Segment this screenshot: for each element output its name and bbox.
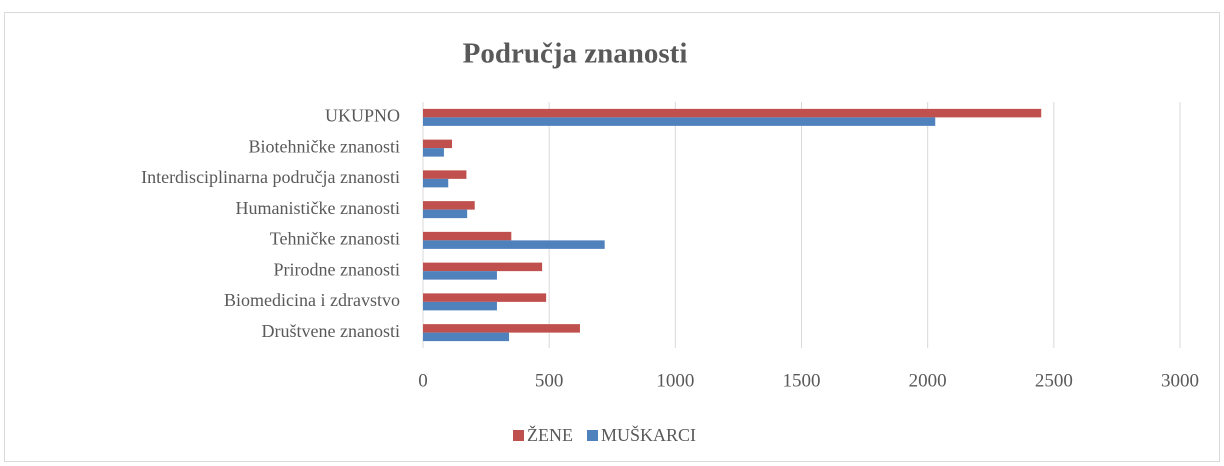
legend-label: MUŠKARCI [601,424,696,445]
legend-swatch [586,430,598,441]
y-tick-label: Tehničke znanosti [270,229,400,249]
y-tick-label: Društvene znanosti [262,321,400,341]
y-tick-label: Biotehničke znanosti [249,136,400,156]
x-tick-label: 2000 [909,370,947,391]
bar [423,301,497,311]
bar [423,262,543,272]
x-tick-label: 500 [535,370,564,391]
x-tick-label: 2500 [1035,370,1073,391]
y-tick-label: Prirodne znanosti [274,259,400,279]
y-tick-label: Humanističke znanosti [236,198,400,218]
bar [423,324,580,333]
bar [423,139,453,149]
bar [423,332,510,342]
legend-swatch [513,430,524,441]
bar [423,201,475,210]
bar [423,148,444,157]
bar [423,231,512,241]
bar [423,271,497,280]
legend-label: ŽENE [527,424,573,445]
bar [423,209,468,219]
bar [423,117,936,126]
chart-border [4,12,1220,462]
chart-title: Područja znanosti [463,38,688,70]
x-tick-label: 3000 [1161,370,1199,391]
y-tick-label: UKUPNO [325,106,400,126]
bar [423,178,449,188]
bar [423,170,467,179]
y-tick-label: Biomedicina i zdravstvo [224,290,400,310]
x-tick-label: 1000 [656,370,694,391]
y-tick-label: Interdisciplinarna područja znanosti [141,167,400,187]
bar [423,108,1042,118]
bar [423,240,605,249]
x-tick-label: 1500 [783,370,821,391]
x-tick-label: 0 [418,370,428,391]
bar [423,293,547,302]
